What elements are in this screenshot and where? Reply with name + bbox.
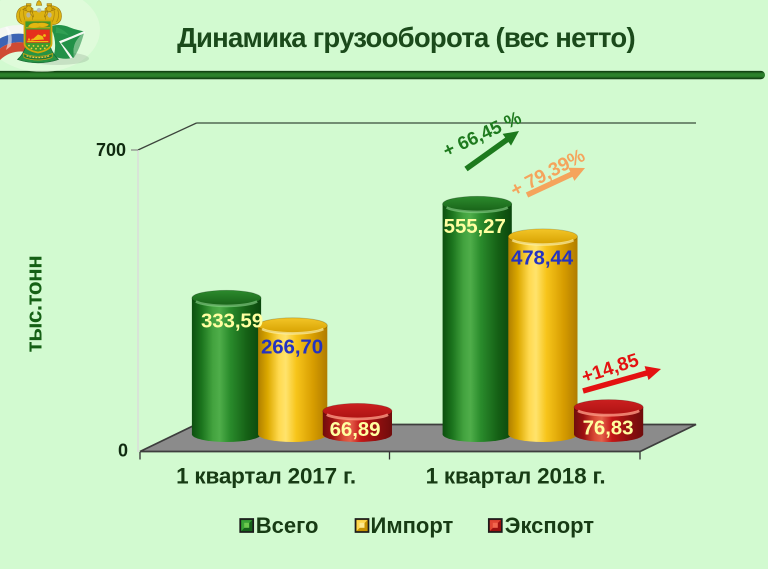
svg-text:333,59: 333,59 [201,310,263,333]
svg-text:266,70: 266,70 [261,336,323,359]
svg-text:Динамика грузооборота (вес нет: Динамика грузооборота (вес нетто) [177,22,635,53]
svg-text:тыс.тонн: тыс.тонн [22,256,47,353]
svg-text:Импорт: Импорт [371,513,454,538]
svg-text:700: 700 [96,140,126,160]
svg-text:76,83: 76,83 [583,417,634,440]
svg-text:Экспорт: Экспорт [505,513,594,538]
svg-text:555,27: 555,27 [444,215,506,238]
svg-text:478,44: 478,44 [511,247,574,270]
svg-text:1 квартал 2018 г.: 1 квартал 2018 г. [426,463,606,488]
svg-text:Всего: Всего [256,513,319,538]
svg-text:1 квартал 2017 г.: 1 квартал 2017 г. [176,463,356,488]
svg-text:66,89: 66,89 [330,418,381,441]
svg-text:0: 0 [118,441,128,461]
